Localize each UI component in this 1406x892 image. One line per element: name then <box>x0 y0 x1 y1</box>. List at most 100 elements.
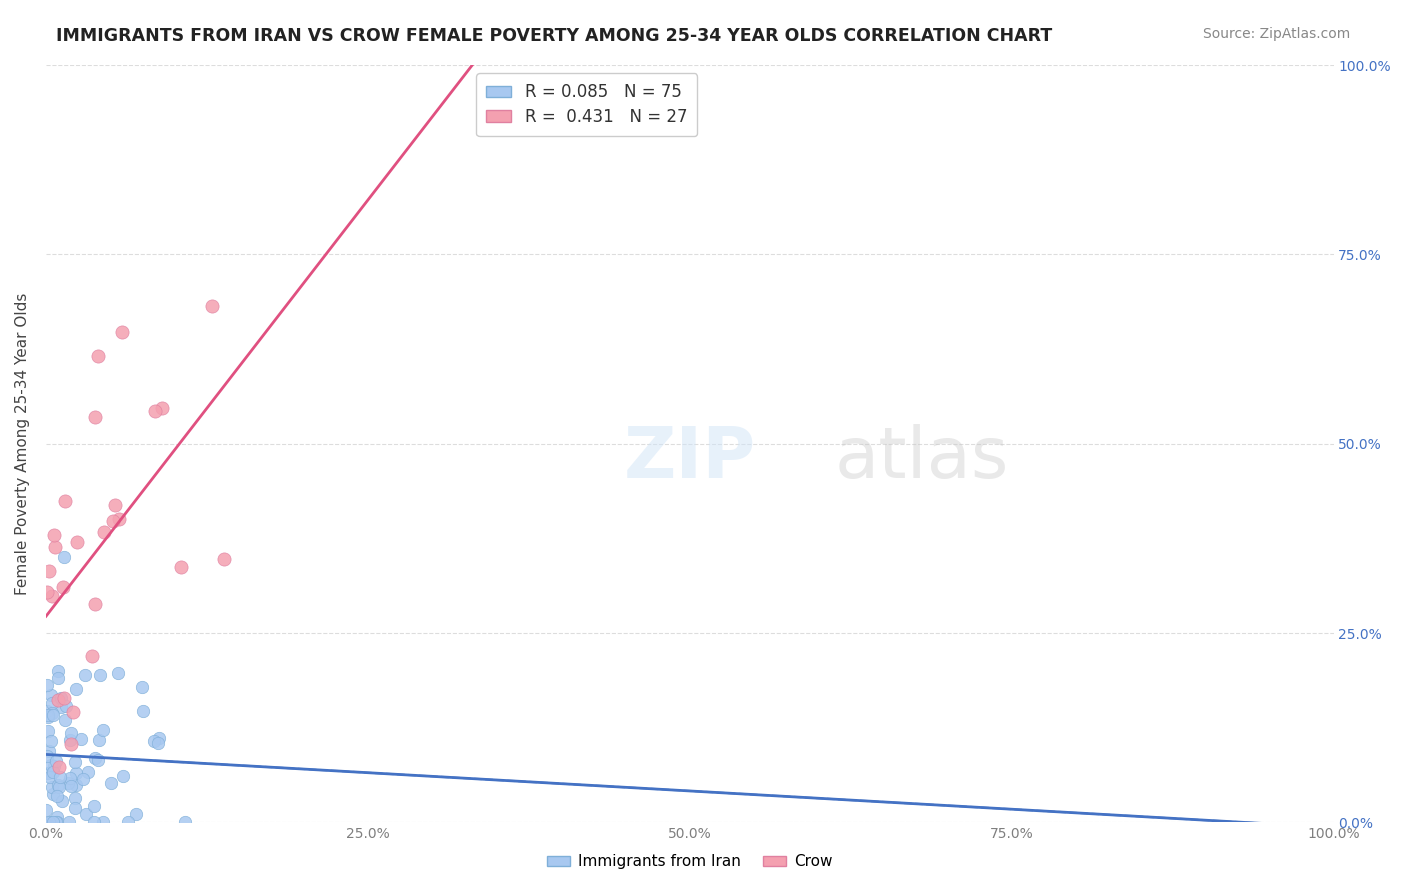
Point <box>83 815 105 830</box>
Point <box>49 700 72 714</box>
Point <box>46 692 69 706</box>
Point <box>39 758 62 772</box>
Point <box>91 723 114 737</box>
Point <box>93 814 115 829</box>
Text: atlas: atlas <box>834 425 1008 493</box>
Point <box>100 776 122 790</box>
Point <box>38 815 60 830</box>
Point <box>39 770 62 784</box>
Point <box>125 807 148 822</box>
Point <box>66 535 89 549</box>
Point <box>37 708 59 723</box>
Point <box>38 564 60 578</box>
Point <box>45 754 67 768</box>
Point <box>101 514 124 528</box>
Point <box>87 349 110 363</box>
Point <box>46 671 69 685</box>
Point <box>55 699 77 714</box>
Point <box>42 527 65 541</box>
Point <box>35 678 58 692</box>
Point <box>212 552 235 566</box>
Point <box>72 772 94 786</box>
Point <box>49 770 72 784</box>
Point <box>51 580 73 594</box>
Point <box>87 753 110 767</box>
Text: ZIP: ZIP <box>624 425 756 493</box>
Point <box>46 778 69 792</box>
Point <box>46 664 69 678</box>
Point <box>41 815 63 830</box>
Point <box>75 807 97 822</box>
Point <box>143 734 166 748</box>
Point <box>48 780 70 795</box>
Point <box>46 815 69 830</box>
Text: Source: ZipAtlas.com: Source: ZipAtlas.com <box>1202 27 1350 41</box>
Point <box>112 769 135 783</box>
Point <box>51 794 73 808</box>
Point <box>60 779 83 793</box>
Point <box>110 325 132 339</box>
Legend: R = 0.085   N = 75, R =  0.431   N = 27: R = 0.085 N = 75, R = 0.431 N = 27 <box>477 73 697 136</box>
Point <box>53 713 76 727</box>
Point <box>174 815 197 830</box>
Point <box>42 814 65 829</box>
Point <box>44 541 66 555</box>
Point <box>42 759 65 773</box>
Point <box>35 704 58 718</box>
Point <box>59 737 82 751</box>
Point <box>52 690 75 705</box>
Point <box>65 777 87 791</box>
Point <box>132 704 155 718</box>
Point <box>59 733 82 747</box>
Point <box>63 801 86 815</box>
Point <box>46 810 69 824</box>
Point <box>70 732 93 747</box>
Point <box>170 560 193 574</box>
Point <box>35 804 58 818</box>
Point <box>41 780 63 795</box>
Point <box>45 789 67 804</box>
Point <box>84 409 107 424</box>
Point <box>42 787 65 801</box>
Point <box>45 815 67 830</box>
Point <box>62 705 84 719</box>
Point <box>84 751 107 765</box>
Point <box>42 707 65 722</box>
Point <box>48 760 70 774</box>
Point <box>41 696 63 710</box>
Point <box>107 666 129 681</box>
Point <box>41 706 63 721</box>
Point <box>49 690 72 705</box>
Point <box>65 766 87 780</box>
Point <box>65 791 87 805</box>
Point <box>37 748 59 763</box>
Point <box>53 494 76 508</box>
Y-axis label: Female Poverty Among 25-34 Year Olds: Female Poverty Among 25-34 Year Olds <box>15 293 30 595</box>
Point <box>93 524 115 539</box>
Point <box>35 585 58 599</box>
Point <box>58 815 80 830</box>
Point <box>53 549 76 564</box>
Point <box>59 771 82 785</box>
Point <box>41 590 63 604</box>
Point <box>77 765 100 780</box>
Point <box>83 597 105 611</box>
Point <box>37 710 59 724</box>
Point <box>89 733 111 747</box>
Point <box>117 815 139 830</box>
Point <box>108 512 131 526</box>
Point <box>37 765 59 780</box>
Point <box>39 734 62 748</box>
Point <box>83 799 105 814</box>
Point <box>60 726 83 740</box>
Point <box>75 667 97 681</box>
Point <box>65 681 87 696</box>
Point <box>201 299 224 313</box>
Point <box>56 776 79 790</box>
Point <box>104 498 127 512</box>
Point <box>38 744 60 758</box>
Point <box>41 688 63 702</box>
Point <box>41 764 63 779</box>
Point <box>89 668 111 682</box>
Point <box>82 648 104 663</box>
